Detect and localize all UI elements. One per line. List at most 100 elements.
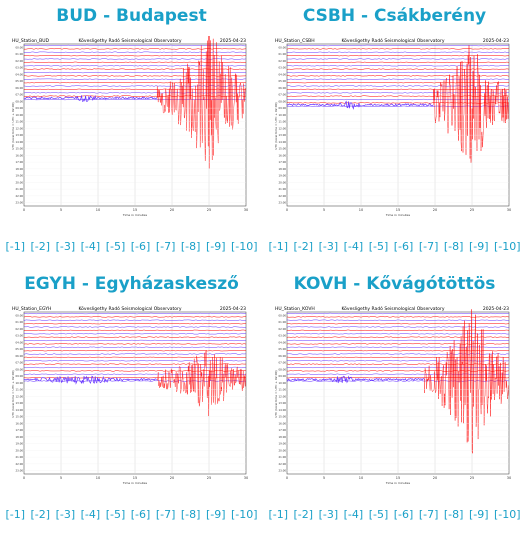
x-tick-label: 20 (433, 208, 437, 212)
history-link-5[interactable]: [-5] (105, 508, 126, 521)
history-link-1[interactable]: [-1] (268, 240, 288, 253)
history-link-7[interactable]: [-7] (418, 240, 439, 253)
y-tick-label: 02:00 (16, 59, 24, 63)
trace-line (23, 373, 246, 375)
history-link-4[interactable]: [-4] (343, 240, 364, 253)
history-link-5[interactable]: [-5] (368, 240, 389, 253)
trace-event-precursor (23, 94, 158, 102)
x-tick-label: 20 (170, 476, 174, 480)
trace-earthquake (433, 45, 509, 163)
observatory-label: Kövesligethy Radó Seismological Observat… (78, 37, 181, 44)
trace-line (286, 75, 510, 77)
x-tick-label: 0 (286, 476, 288, 480)
y-tick-label: 07:00 (16, 93, 24, 97)
trace-earthquake (157, 36, 246, 169)
y-tick-label: 16:00 (16, 153, 24, 157)
history-link-5[interactable]: [-5] (368, 508, 389, 521)
panel-egyh: EGYH - Egyházaskesző HU_Station_EGYH Köve… (0, 268, 263, 536)
seismogram-csbh[interactable]: HU_Station_CSBH Kövesligethy Radó Seismol… (273, 36, 513, 220)
history-link-9[interactable]: [-9] (205, 508, 226, 521)
seismogram-egyh[interactable]: HU_Station_EGYH Kövesligethy Radó Seismol… (10, 304, 250, 488)
history-link-5[interactable]: [-5] (105, 240, 126, 253)
y-tick-label: 18:00 (16, 435, 24, 439)
history-link-3[interactable]: [-3] (318, 240, 339, 253)
x-tick-label: 5 (323, 208, 325, 212)
history-link-2[interactable]: [-2] (293, 508, 314, 521)
y-tick-label: 03:00 (279, 334, 287, 338)
history-link-10[interactable]: [-10] (494, 240, 521, 253)
history-link-9[interactable]: [-9] (205, 240, 226, 253)
y-axis-label: UTC (local time = UTC + 02:00) (274, 102, 278, 149)
y-tick-label: 14:00 (279, 408, 287, 412)
panel-kovh: KOVH - Kővágótöttös HU_Station_KOVH Köves… (263, 268, 526, 536)
panel-csbh: CSBH - Csákberény HU_Station_CSBH Kövesli… (263, 0, 526, 268)
history-link-2[interactable]: [-2] (293, 240, 314, 253)
trace-line (286, 105, 510, 107)
history-link-8[interactable]: [-8] (180, 240, 201, 253)
y-tick-label: 06:00 (16, 86, 24, 90)
y-tick-label: 11:00 (16, 120, 24, 124)
trace-line (286, 81, 510, 84)
y-tick-label: 11:00 (279, 120, 287, 124)
y-tick-label: 02:00 (16, 327, 24, 331)
trace-line (23, 326, 247, 328)
history-link-7[interactable]: [-7] (155, 240, 176, 253)
history-link-4[interactable]: [-4] (80, 508, 101, 521)
y-tick-label: 05:00 (279, 347, 287, 351)
history-link-6[interactable]: [-6] (130, 508, 151, 521)
trace-line (23, 346, 247, 348)
trace-line (286, 102, 510, 104)
history-link-6[interactable]: [-6] (393, 508, 414, 521)
history-link-3[interactable]: [-3] (55, 508, 76, 521)
y-tick-label: 15:00 (279, 415, 287, 419)
x-tick-label: 20 (433, 476, 437, 480)
x-axis-label: Time in minutes (122, 481, 148, 485)
y-tick-label: 02:00 (279, 59, 287, 63)
y-tick-label: 15:00 (16, 415, 24, 419)
x-tick-label: 10 (359, 476, 363, 480)
history-link-4[interactable]: [-4] (343, 508, 364, 521)
history-link-1[interactable]: [-1] (268, 508, 288, 521)
history-link-7[interactable]: [-7] (155, 508, 176, 521)
history-link-3[interactable]: [-3] (318, 508, 339, 521)
history-link-10[interactable]: [-10] (494, 508, 521, 521)
y-tick-label: 09:00 (16, 374, 24, 378)
history-link-8[interactable]: [-8] (180, 508, 201, 521)
history-link-4[interactable]: [-4] (80, 240, 101, 253)
x-tick-label: 0 (23, 208, 25, 212)
y-tick-label: 08:00 (279, 367, 287, 371)
x-tick-label: 30 (244, 476, 248, 480)
x-tick-label: 0 (23, 476, 25, 480)
history-link-7[interactable]: [-7] (418, 508, 439, 521)
trace-line (23, 363, 247, 365)
y-tick-label: 09:00 (279, 106, 287, 110)
trace-line (23, 333, 247, 335)
y-tick-label: 20:00 (279, 448, 287, 452)
history-link-1[interactable]: [-1] (5, 508, 25, 521)
history-link-3[interactable]: [-3] (55, 240, 76, 253)
history-link-8[interactable]: [-8] (443, 508, 464, 521)
history-link-9[interactable]: [-9] (468, 508, 489, 521)
y-tick-label: 22:00 (279, 462, 287, 466)
y-tick-label: 14:00 (279, 140, 287, 144)
trace-line (286, 48, 510, 50)
trace-line (23, 81, 247, 84)
history-link-2[interactable]: [-2] (30, 240, 51, 253)
history-link-8[interactable]: [-8] (443, 240, 464, 253)
history-link-10[interactable]: [-10] (231, 240, 258, 253)
history-link-10[interactable]: [-10] (231, 508, 258, 521)
x-tick-label: 5 (60, 208, 62, 212)
y-tick-label: 15:00 (279, 147, 287, 151)
seismogram-kovh[interactable]: HU_Station_KOVH Kövesligethy Radó Seismol… (273, 304, 513, 488)
y-tick-label: 06:00 (279, 86, 287, 90)
history-link-1[interactable]: [-1] (5, 240, 25, 253)
history-link-6[interactable]: [-6] (393, 240, 414, 253)
history-link-9[interactable]: [-9] (468, 240, 489, 253)
seismogram-bud[interactable]: HU_Station_BUD Kövesligethy Radó Seismolo… (10, 36, 250, 220)
y-tick-label: 17:00 (279, 160, 287, 164)
y-tick-label: 08:00 (16, 99, 24, 103)
history-link-6[interactable]: [-6] (130, 240, 151, 253)
y-tick-label: 16:00 (279, 153, 287, 157)
station-label: HU_Station_BUD (12, 38, 50, 44)
history-link-2[interactable]: [-2] (30, 508, 51, 521)
